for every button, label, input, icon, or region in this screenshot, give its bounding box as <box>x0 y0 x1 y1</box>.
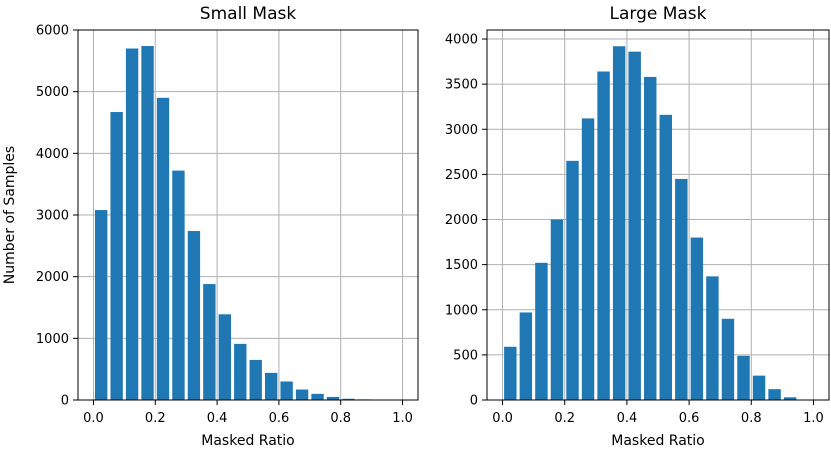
large-mask-x-axis-label: Masked Ratio <box>611 433 704 449</box>
large-mask-y-tick-label: 3000 <box>445 123 478 138</box>
small-mask-bar <box>156 97 170 400</box>
large-mask-bar <box>752 375 766 400</box>
small-mask-bar <box>295 389 309 400</box>
large-mask-bar <box>706 276 719 400</box>
large-mask-y-tick-label: 2500 <box>445 168 478 183</box>
large-mask-y-tick-label: 1500 <box>445 258 478 273</box>
large-mask-bar <box>737 355 750 400</box>
small-mask-bar <box>95 210 108 400</box>
small-mask-title: Small Mask <box>200 4 297 24</box>
large-mask-bar <box>550 219 564 400</box>
large-mask-bar <box>504 346 517 400</box>
small-mask-x-tick-label: 0.2 <box>145 411 166 426</box>
large-mask-y-tick-label: 3500 <box>445 78 478 93</box>
large-mask-bar <box>690 237 704 400</box>
small-mask-y-tick-label: 0 <box>61 394 69 409</box>
large-mask-bar <box>768 389 781 400</box>
small-mask-x-tick-label: 1.0 <box>392 411 413 426</box>
small-mask-x-tick-label: 0.4 <box>207 411 228 426</box>
small-mask-panel: 0.0 0.2 0.4 0.6 0.8 1.0 0 1000 2000 3000 4000 5000 6… <box>36 4 419 449</box>
small-mask-bar <box>172 170 185 400</box>
large-mask-bar <box>535 262 548 400</box>
large-mask-bar <box>659 114 672 400</box>
large-mask-y-tick-label: 0 <box>470 394 478 409</box>
small-mask-y-tick-label: 5000 <box>36 85 69 100</box>
shared-y-axis-label: Number of Samples <box>2 146 18 284</box>
small-mask-bar <box>234 343 247 400</box>
small-mask-bar <box>326 396 340 400</box>
small-mask-bar <box>342 398 355 400</box>
large-mask-x-tick-label: 0.6 <box>679 411 700 426</box>
small-mask-x-tick-label: 0.6 <box>269 411 290 426</box>
small-mask-bar <box>187 231 201 400</box>
large-mask-bar <box>644 76 657 401</box>
large-mask-bar <box>783 397 797 400</box>
small-mask-x-tick-label: 0.0 <box>83 411 104 426</box>
small-mask-bar <box>280 381 293 400</box>
small-mask-bar <box>218 314 231 400</box>
large-mask-y-tick-label: 4000 <box>445 33 478 48</box>
small-mask-y-tick-label: 1000 <box>36 332 69 347</box>
small-mask-y-tick-label: 4000 <box>36 147 69 162</box>
small-mask-bar <box>125 48 139 400</box>
large-mask-bar <box>721 318 735 400</box>
large-mask-y-tick-label: 2000 <box>445 213 478 228</box>
small-mask-bar <box>311 393 324 400</box>
large-mask-x-tick-label: 0.4 <box>617 411 638 426</box>
large-mask-bar <box>566 160 579 400</box>
large-mask-bar <box>581 118 595 400</box>
large-mask-x-tick-label: 0.2 <box>554 411 575 426</box>
small-mask-bar <box>203 284 216 400</box>
small-mask-bar <box>110 112 123 401</box>
large-mask-bar <box>519 312 533 400</box>
large-mask-bar <box>597 71 610 400</box>
large-mask-y-tick-label: 1000 <box>445 303 478 318</box>
large-mask-x-tick-label: 0.0 <box>492 411 513 426</box>
large-mask-axes-frame <box>486 29 830 401</box>
small-mask-x-axis-label: Masked Ratio <box>201 433 294 449</box>
small-mask-bar <box>141 46 154 401</box>
small-mask-y-tick-label: 3000 <box>36 209 69 224</box>
large-mask-bar <box>628 51 641 400</box>
small-mask-y-tick-label: 6000 <box>36 24 69 39</box>
large-mask-bar <box>612 46 626 401</box>
large-mask-x-tick-label: 1.0 <box>803 411 824 426</box>
large-mask-panel: 0.0 0.2 0.4 0.6 0.8 1.0 0 500 1000 1500 2000 2500 30… <box>445 4 830 449</box>
small-mask-bar <box>249 359 262 400</box>
small-mask-x-tick-label: 0.8 <box>330 411 351 426</box>
small-mask-y-tick-label: 2000 <box>36 270 69 285</box>
large-mask-y-tick-label: 500 <box>453 348 478 363</box>
small-mask-bar <box>265 372 278 400</box>
large-mask-bar <box>675 178 688 400</box>
large-mask-x-tick-label: 0.8 <box>741 411 762 426</box>
large-mask-title: Large Mask <box>609 4 706 24</box>
